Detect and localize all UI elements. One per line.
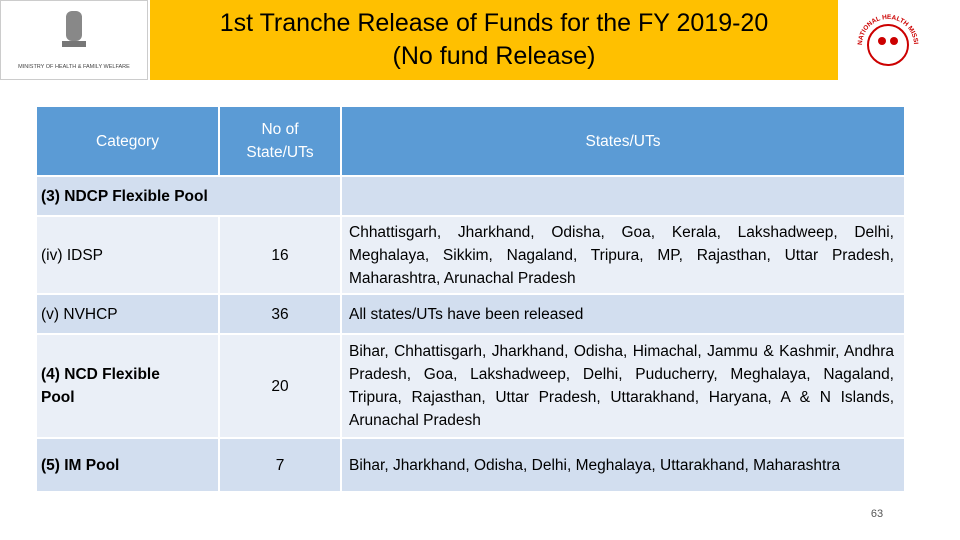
ministry-text: MINISTRY OF HEALTH & FAMILY WELFARE: [18, 64, 130, 70]
ministry-logo: MINISTRY OF HEALTH & FAMILY WELFARE: [0, 0, 148, 80]
section-cell: (3) NDCP Flexible Pool: [37, 177, 340, 215]
states-cell: All states/UTs have been released: [342, 295, 904, 333]
title-line: (No fund Release): [392, 42, 596, 70]
count-cell: 7: [220, 439, 340, 491]
count-cell: 36: [220, 295, 340, 333]
title-box: 1st Tranche Release of Funds for the FY …: [150, 0, 838, 80]
category-cell: (iv) IDSP: [37, 217, 218, 293]
empty-cell: [342, 177, 904, 215]
category-cell: (5) IM Pool: [37, 439, 218, 491]
nhm-logo: NATIONAL HEALTH MISSION: [850, 5, 919, 66]
states-cell: Bihar, Jharkhand, Odisha, Delhi, Meghala…: [342, 439, 904, 491]
header-cell: No of State/UTs: [220, 107, 340, 175]
count-cell: 20: [220, 335, 340, 437]
page-number: 63: [870, 508, 884, 520]
states-cell: Bihar, Chhattisgarh, Jharkhand, Odisha, …: [342, 335, 904, 437]
category-cell: (v) NVHCP: [37, 295, 218, 333]
header-cell: States/UTs: [342, 107, 904, 175]
count-cell: 16: [220, 217, 340, 293]
category-cell: (4) NCD Flexible Pool: [37, 335, 218, 437]
states-cell: Chhattisgarh, Jharkhand, Odisha, Goa, Ke…: [342, 217, 904, 293]
title-line: 1st Tranche Release of Funds for the FY …: [219, 9, 769, 37]
header-cell: Category: [37, 107, 218, 175]
emblem: [62, 11, 86, 47]
